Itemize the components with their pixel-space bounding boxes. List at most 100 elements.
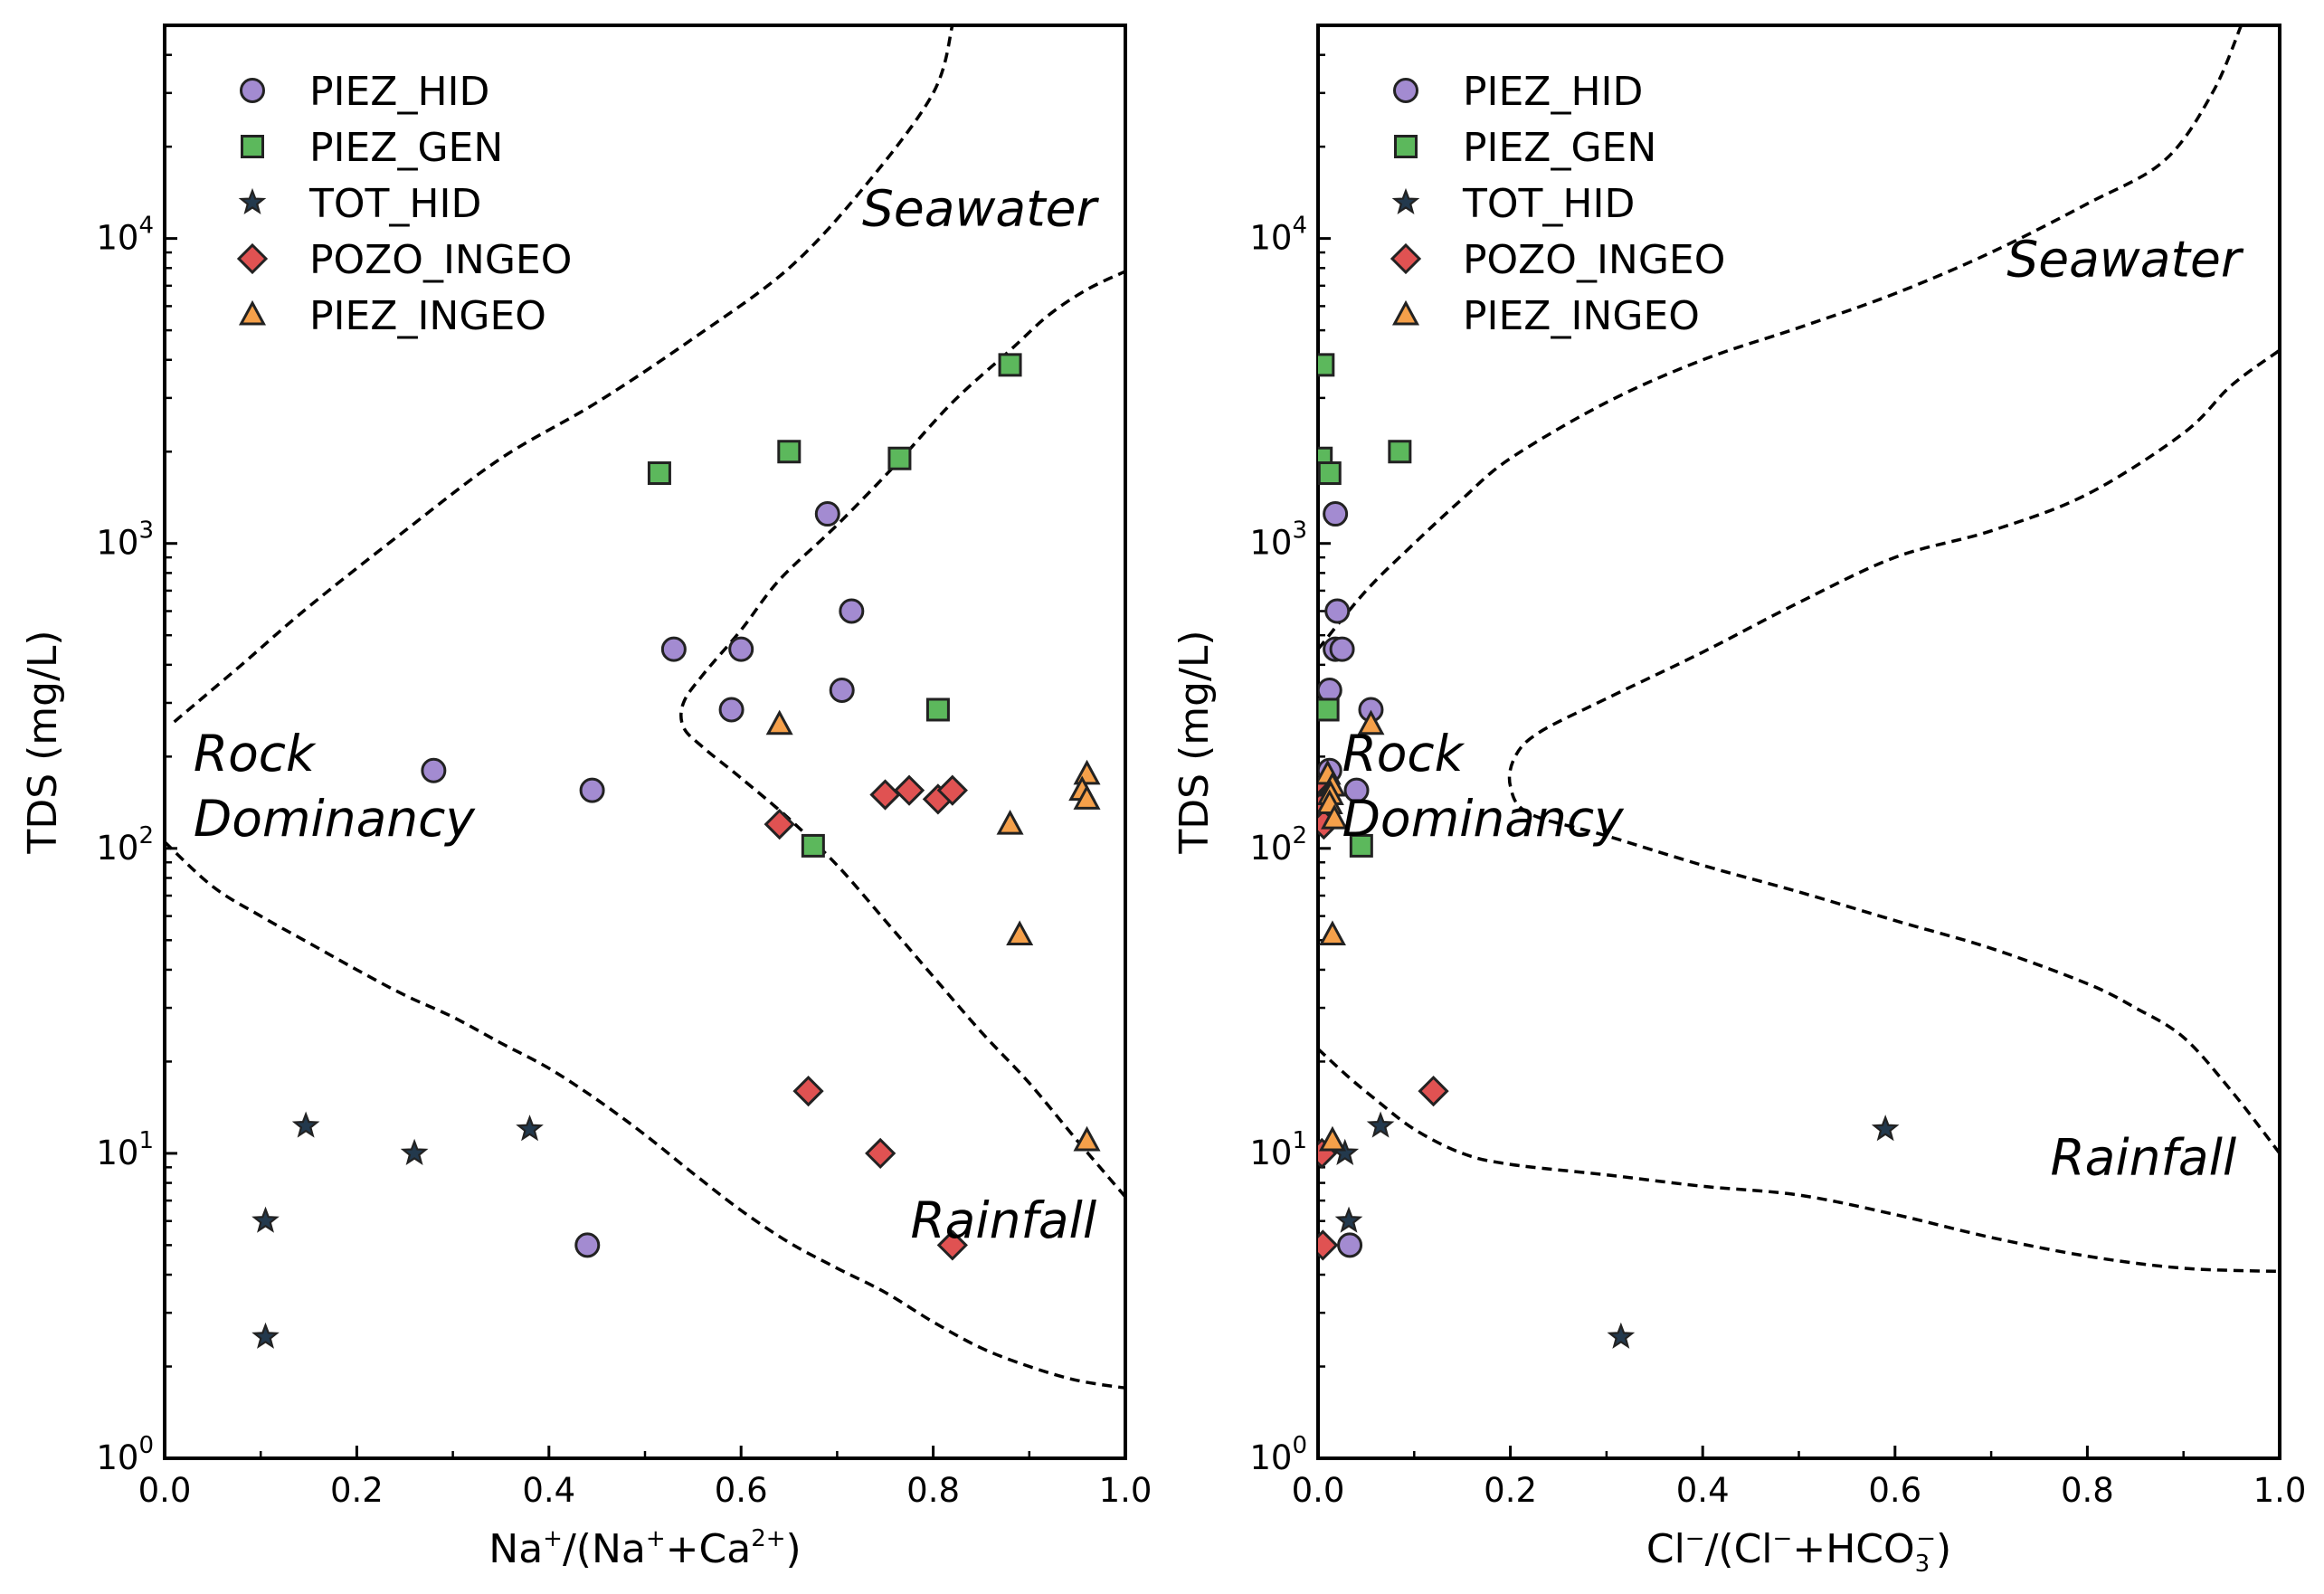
data-point (869, 779, 901, 811)
data-point (291, 1111, 320, 1138)
x-tick-label: 0.6 (715, 1471, 768, 1510)
series-PIEZ_GEN (647, 353, 1022, 858)
data-point (801, 833, 825, 858)
x-axis-label: Na+/(Na++Ca2+) (489, 1525, 801, 1572)
y-tick-base: 10 (96, 829, 138, 868)
series-PIEZ_INGEO (1318, 709, 1385, 1152)
x-tick-label: 0.4 (522, 1471, 575, 1510)
x-label-part: ) (786, 1526, 802, 1572)
y-tick-label: 101 (96, 1127, 154, 1172)
legend-label: PIEZ_INGEO (309, 293, 546, 339)
data-point (1366, 1111, 1395, 1138)
data-point (1318, 461, 1342, 486)
data-point (925, 697, 950, 722)
region-label: Seawater (862, 180, 1100, 238)
x-axis: 0.0 0.2 0.4 0.6 0.8 1.0 (138, 1446, 1153, 1510)
data-point (887, 446, 912, 470)
y-tick-label: 103 (1249, 517, 1307, 563)
x-tick-label: 0.8 (2061, 1471, 2114, 1510)
y-tick-exp: 2 (138, 822, 154, 849)
x-axis-label: Cl−/(Cl−+HCO3−) (1646, 1525, 1951, 1578)
legend-label: TOT_HID (1462, 181, 1635, 227)
x-tick-label: 0.2 (1484, 1471, 1537, 1510)
series-PIEZ_GEN (1318, 353, 1412, 858)
data-point (936, 774, 968, 806)
data-point (996, 809, 1024, 835)
data-point (647, 461, 671, 486)
y-tick-base: 10 (96, 1134, 138, 1172)
y-tick-exp: 1 (1292, 1127, 1307, 1154)
x-label-part: + (646, 1525, 666, 1552)
x-tick-label: 1.0 (1099, 1471, 1153, 1510)
y-tick-base: 10 (96, 1438, 138, 1477)
y-axis-label: TDS (mg/L) (20, 630, 66, 854)
y-tick-label: 103 (96, 517, 154, 563)
y-tick-base: 10 (1249, 829, 1292, 868)
x-label-part: 3 (1915, 1551, 1930, 1578)
y-axis-label: TDS (mg/L) (1171, 630, 1218, 854)
data-point (1321, 804, 1349, 830)
y-tick-label: 100 (96, 1432, 154, 1477)
region-label: Rainfall (2050, 1129, 2236, 1187)
x-tick-label: 0.6 (1868, 1471, 1921, 1510)
y-tick-exp: 3 (1292, 517, 1307, 545)
data-point (1607, 1322, 1636, 1349)
data-point (718, 697, 745, 723)
boundary-line-0 (1318, 25, 2243, 650)
y-tick-base: 10 (1249, 524, 1292, 563)
legend-marker (1393, 78, 1418, 103)
data-point (764, 808, 795, 840)
y-tick-label: 100 (1249, 1432, 1307, 1477)
legend-label: TOT_HID (308, 181, 481, 227)
data-point (1871, 1115, 1900, 1142)
series-PIEZ_HID (421, 501, 865, 1258)
x-label-part: 2+ (751, 1525, 785, 1552)
x-tick-label: 0.0 (1292, 1471, 1345, 1510)
x-tick-label: 1.0 (2253, 1471, 2307, 1510)
x-tick-label: 0.0 (138, 1471, 192, 1510)
y-tick-base: 10 (1249, 1438, 1292, 1477)
data-point (792, 1075, 824, 1107)
y-tick-label: 102 (1249, 822, 1307, 868)
data-point (1337, 1232, 1363, 1258)
data-point (1318, 353, 1335, 377)
data-point (1329, 636, 1355, 662)
data-point (865, 1137, 896, 1170)
x-axis: 0.0 0.2 0.4 0.6 0.8 1.0 (1292, 1446, 2307, 1510)
series-PIEZ_HID (1318, 501, 1384, 1258)
data-point (1357, 709, 1385, 735)
data-point (1318, 1229, 1339, 1261)
boundary-line-0 (173, 25, 954, 724)
data-point (1349, 833, 1373, 858)
data-point (893, 774, 925, 806)
data-point (936, 1229, 968, 1261)
region-label: Rock (194, 725, 317, 783)
y-tick-base: 10 (1249, 219, 1292, 258)
series-POZO_INGEO (764, 774, 968, 1261)
data-point (574, 1232, 601, 1258)
data-point (251, 1322, 280, 1349)
data-point (251, 1206, 280, 1233)
data-point (421, 757, 447, 783)
boundary-line-1 (1318, 1048, 2280, 1274)
data-point (400, 1138, 429, 1165)
legend-marker (238, 299, 267, 326)
data-point (660, 636, 687, 662)
data-points (1318, 353, 1900, 1349)
x-label-part: ) (1936, 1526, 1951, 1572)
x-label-part: Na (489, 1526, 543, 1572)
x-label-part: − (1916, 1525, 1936, 1552)
data-point (579, 777, 605, 803)
y-tick-exp: 1 (138, 1127, 154, 1154)
legend-marker (1390, 242, 1422, 275)
legend-marker (1391, 187, 1420, 215)
data-point (1334, 1206, 1363, 1233)
y-tick-exp: 4 (138, 213, 154, 240)
data-point (728, 636, 754, 662)
x-label-part: /(Cl (1705, 1526, 1773, 1572)
x-label-part: /(Na (563, 1526, 646, 1572)
legend-marker (1391, 299, 1420, 326)
